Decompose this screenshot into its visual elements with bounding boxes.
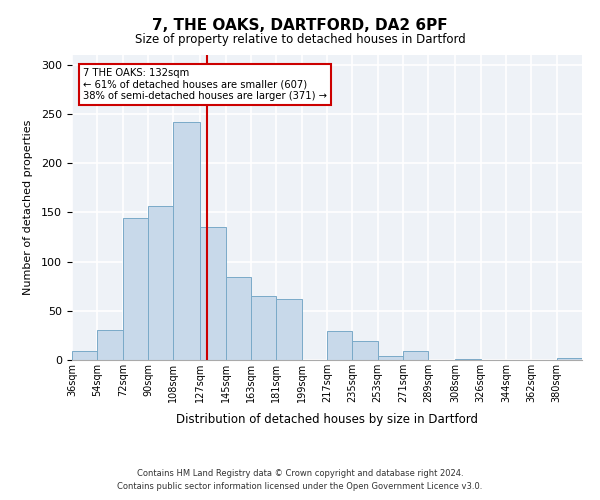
Bar [251, 296, 276, 360]
Bar [276, 299, 302, 360]
Bar [72, 351, 97, 360]
Bar [557, 358, 582, 360]
Text: Contains HM Land Registry data © Crown copyright and database right 2024.
Contai: Contains HM Land Registry data © Crown c… [118, 470, 482, 491]
Bar [200, 227, 226, 360]
Bar [352, 342, 378, 360]
Text: Size of property relative to detached houses in Dartford: Size of property relative to detached ho… [134, 32, 466, 46]
X-axis label: Distribution of detached houses by size in Dartford: Distribution of detached houses by size … [176, 414, 478, 426]
Y-axis label: Number of detached properties: Number of detached properties [23, 120, 33, 295]
Text: 7 THE OAKS: 132sqm
← 61% of detached houses are smaller (607)
38% of semi-detach: 7 THE OAKS: 132sqm ← 61% of detached hou… [83, 68, 327, 101]
Bar [173, 122, 200, 360]
Bar [455, 359, 481, 360]
Bar [226, 278, 251, 360]
Bar [148, 206, 173, 360]
Bar [403, 351, 428, 360]
Text: 7, THE OAKS, DARTFORD, DA2 6PF: 7, THE OAKS, DARTFORD, DA2 6PF [152, 18, 448, 32]
Bar [378, 356, 403, 360]
Bar [97, 330, 123, 360]
Bar [123, 218, 148, 360]
Bar [327, 332, 352, 360]
